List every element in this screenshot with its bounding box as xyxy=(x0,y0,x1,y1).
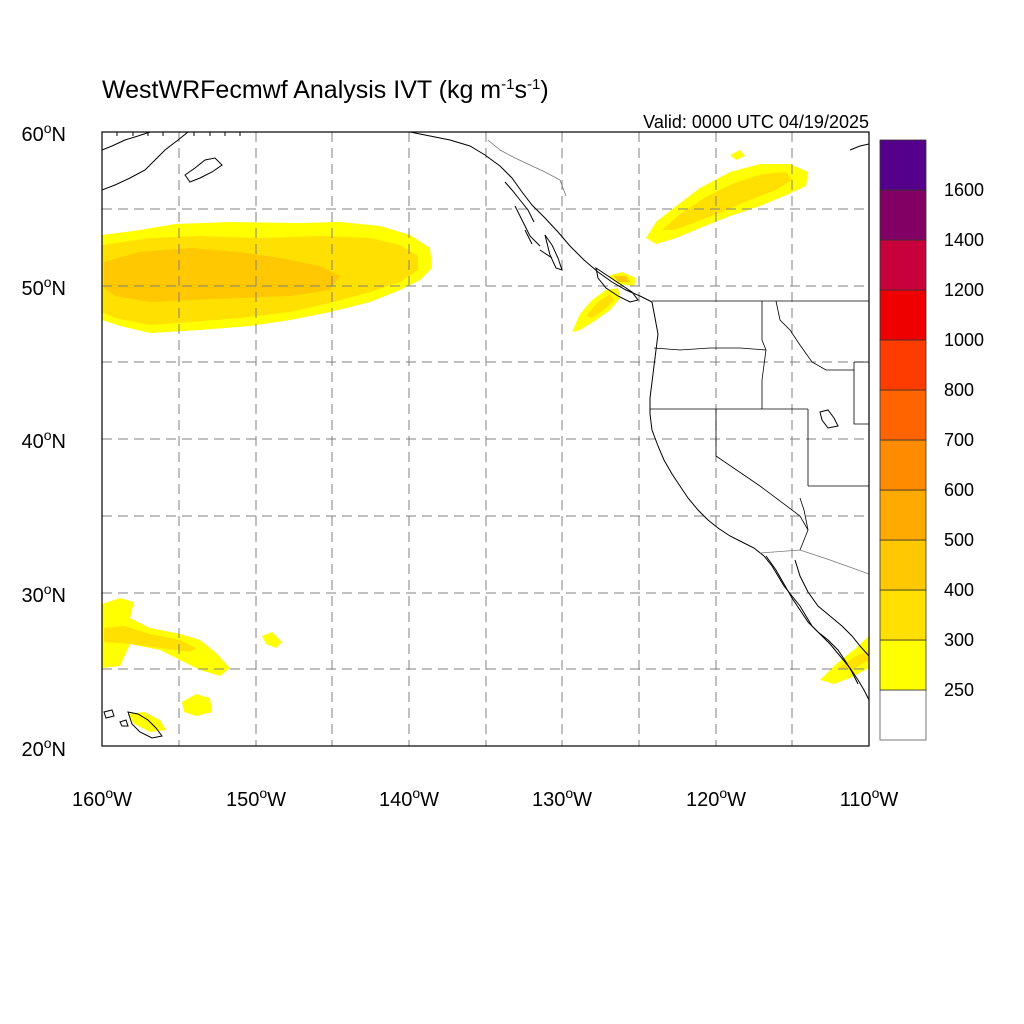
us-west-coast xyxy=(649,301,869,701)
tick-marks xyxy=(102,132,793,746)
ivt-plume-canada xyxy=(646,150,808,244)
haida-gwaii xyxy=(544,234,563,271)
colorbar-box-1600 xyxy=(879,139,927,191)
colorbar-box-600 xyxy=(879,439,927,491)
arizona-california-border xyxy=(799,497,809,551)
map-frame xyxy=(101,131,870,747)
wyoming-border xyxy=(853,361,869,425)
gulf-california-coast xyxy=(794,559,869,657)
map-title: WestWRFecmwf Analysis IVT (kg m-1s-1) xyxy=(102,76,549,104)
lon-label-130w: 130oW xyxy=(532,785,592,811)
california-nevada-border xyxy=(715,409,809,531)
longitude-labels: 160oW 150oW 140oW 130oW 120oW 110oW xyxy=(72,785,898,811)
colorbar-box-250 xyxy=(879,639,927,691)
ivt-plume-hawaii xyxy=(102,598,282,732)
ivt-colorbar: 250 300 400 500 600 700 800 1000 1200 1400 1600 xyxy=(879,139,984,741)
idaho-montana-border xyxy=(775,300,854,371)
colorbar-label-600: 600 xyxy=(944,480,974,500)
lat-label-60n: 60oN xyxy=(22,120,67,146)
colorbar-box-500 xyxy=(879,489,927,541)
hawaii-big-island xyxy=(127,711,163,739)
lat-label-40n: 40oN xyxy=(22,427,67,453)
lon-label-110w: 110oW xyxy=(840,785,899,811)
colorbar-label-700: 700 xyxy=(944,430,974,450)
colorbar-label-500: 500 xyxy=(944,530,974,550)
ivt-300-canada xyxy=(662,172,792,230)
tip-top-right-coast xyxy=(849,143,869,151)
colorbar-label-250: 250 xyxy=(944,680,974,700)
colorbar-label-1400: 1400 xyxy=(944,230,984,250)
graticule xyxy=(102,132,869,746)
colorbar-box-1000 xyxy=(879,289,927,341)
colorbar-box-400 xyxy=(879,539,927,591)
alaska-peninsula-coast xyxy=(102,132,189,191)
colorbar-box-700 xyxy=(879,389,927,441)
us-mexico-border xyxy=(759,549,869,575)
colorbar-label-400: 400 xyxy=(944,580,974,600)
lat-label-50n: 50oN xyxy=(22,274,67,300)
colorbar-label-1600: 1600 xyxy=(944,180,984,200)
lon-label-120w: 120oW xyxy=(686,785,746,811)
latitude-labels: 60oN 50oN 40oN 30oN 20oN xyxy=(22,120,67,761)
colorbar-box-1400 xyxy=(879,189,927,241)
idaho-west-border xyxy=(761,301,767,409)
kodiak-coast xyxy=(184,157,223,183)
colorbar-label-800: 800 xyxy=(944,380,974,400)
lon-label-160w: 160oW xyxy=(72,785,132,811)
lon-label-140w: 140oW xyxy=(379,785,439,811)
valid-time: Valid: 0000 UTC 04/19/2025 xyxy=(643,112,869,132)
washington-oregon-border xyxy=(653,347,767,351)
alexander-archipelago xyxy=(504,181,553,259)
ivt-300-offshore xyxy=(586,294,614,318)
political-borders xyxy=(487,139,869,575)
baja-peninsula xyxy=(765,555,859,685)
colorbar-box-300 xyxy=(879,589,927,641)
hawaii-islands xyxy=(103,709,129,727)
vancouver-island xyxy=(595,266,639,303)
ivt-300-hawaii xyxy=(104,626,196,652)
lat-label-30n: 30oN xyxy=(22,581,67,607)
alaska-canada-border xyxy=(487,139,567,197)
ivt-plume-northwest xyxy=(572,272,636,332)
lat-label-20n: 20oN xyxy=(22,735,67,761)
ivt-250-small2 xyxy=(182,694,212,716)
gulf-alaska-coast xyxy=(409,132,653,303)
great-salt-lake xyxy=(819,409,839,429)
map-panel xyxy=(101,131,870,747)
ivt-400-strait xyxy=(614,276,630,282)
ivt-250-small1 xyxy=(262,632,282,648)
ivt-400-gulf xyxy=(104,248,340,302)
ivt-plume-gulf-of-alaska xyxy=(102,222,432,333)
coastlines xyxy=(102,132,869,739)
ivt-250-canada-tip xyxy=(730,150,745,160)
lon-label-150w: 150oW xyxy=(226,785,286,811)
colorbar-box-1200 xyxy=(879,239,927,291)
colorbar-label-1000: 1000 xyxy=(944,330,984,350)
ivt-250-small3 xyxy=(128,712,166,732)
colorbar-box-below-250 xyxy=(879,689,927,741)
ivt-250-hawaii xyxy=(102,598,230,676)
ivt-300-baja xyxy=(838,650,869,670)
colorbar-label-1200: 1200 xyxy=(944,280,984,300)
colorbar-box-800 xyxy=(879,339,927,391)
colorbar-label-300: 300 xyxy=(944,630,974,650)
